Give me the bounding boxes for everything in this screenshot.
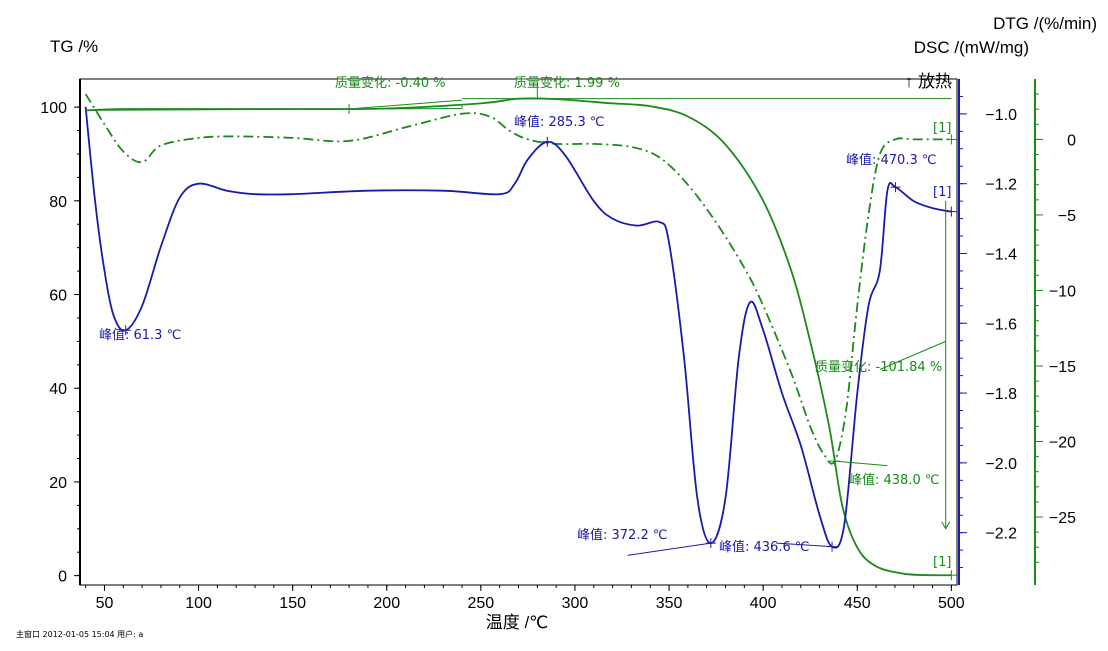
dsc-peak-5: 峰值: 470.3 ℃ (846, 152, 936, 168)
dtg-series-line (84, 93, 952, 465)
tg-tick-label-5: 100 (40, 100, 67, 117)
tg-tick-label-2: 40 (49, 381, 67, 398)
tg-axis-title: TG /% (50, 37, 98, 56)
dsc-peak4-leader (776, 542, 833, 548)
mass3-leader (879, 340, 946, 370)
x-tick-label-8: 450 (844, 595, 871, 612)
dtg-peak-leader (834, 460, 888, 467)
footer-text: 主窗口 2012-01-05 15:04 用户: a (16, 629, 143, 639)
guides-layer (85, 84, 957, 581)
tg-tick-label-3: 60 (49, 288, 67, 305)
dsc-tick-label-4: −1.8 (985, 386, 1017, 403)
dsc-tick-label-0: −1.0 (985, 107, 1017, 124)
x-tick-label-7: 400 (750, 595, 777, 612)
dtg-tick-label-3: −15 (1049, 359, 1076, 376)
dtg-tick-label-4: −20 (1049, 435, 1076, 452)
dtg-tick-label-0: 0 (1067, 132, 1076, 149)
x-tick-label-5: 300 (562, 595, 589, 612)
mass3-arrow (941, 521, 951, 530)
dsc-peak3-leader (627, 542, 711, 556)
dtg-axis-title: DTG /(%/min) (993, 14, 1097, 33)
dtg-tick-label-5: −25 (1049, 510, 1076, 527)
x-tick-label-0: 50 (96, 595, 114, 612)
x-axis-title: 温度 /℃ (486, 613, 549, 632)
x-tick-label-1: 100 (185, 595, 212, 612)
tg-tick-label-1: 20 (49, 475, 67, 492)
mass-change-1: 质量变化: -0.40 % (335, 75, 446, 91)
series-layer (84, 93, 952, 577)
marker-3: [1] (933, 185, 951, 200)
ticks-layer: 50 100 150 200 250 300 350 400 450 500 0 20 40 60 80 10… (40, 93, 1076, 612)
marker-2: [1] (933, 555, 951, 570)
x-tick-label-3: 200 (373, 595, 400, 612)
dtg-tick-label-1: −5 (1058, 208, 1076, 225)
dsc-peak-3: 峰值: 372.2 ℃ (577, 527, 667, 543)
mass1-baseline (85, 108, 463, 111)
dtg-peak-label: 峰值: 438.0 ℃ (849, 472, 939, 488)
mass-change-3: 质量变化: -101.84 % (815, 359, 942, 375)
tg-tick-label-4: 80 (49, 194, 67, 211)
x-tick-label-2: 150 (279, 595, 306, 612)
dsc-axis-title: DSC /(mW/mg) (914, 38, 1029, 57)
dsc-series-line (84, 106, 952, 549)
dsc-tick-label-2: −1.4 (985, 246, 1017, 263)
dsc-tick-label-5: −2.0 (985, 456, 1017, 473)
x-tick-label-9: 500 (938, 595, 965, 612)
x-tick-label-4: 250 (468, 595, 495, 612)
exo-label: ↑ 放热 (905, 72, 952, 91)
mass-change-2: 质量变化: 1.99 % (514, 75, 620, 91)
mass1-leader (349, 99, 463, 110)
dsc-tick-label-1: −1.2 (985, 177, 1017, 194)
dtg-tick-label-2: −10 (1049, 283, 1076, 300)
dsc-tick-label-6: −2.2 (985, 526, 1017, 543)
tg-tick-label-0: 0 (58, 569, 67, 586)
dsc-peak-2: 峰值: 285.3 ℃ (514, 114, 604, 130)
dsc-peak-1: 峰值: 61.3 ℃ (99, 327, 181, 343)
dsc-peak-4: 峰值: 436.6 ℃ (719, 539, 809, 555)
dsc-tick-label-3: −1.6 (985, 316, 1017, 333)
marker-1: [1] (933, 121, 951, 136)
plot-frame (79, 78, 958, 586)
tg-series-line (85, 97, 952, 577)
x-tick-label-6: 350 (656, 595, 683, 612)
